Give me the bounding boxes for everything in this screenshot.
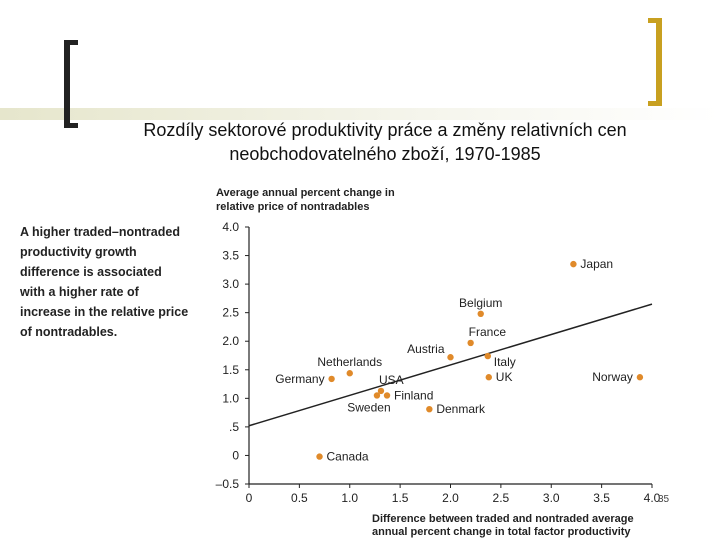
data-label-france: France bbox=[469, 325, 507, 339]
y-tick-label: .5 bbox=[229, 420, 239, 434]
data-label-denmark: Denmark bbox=[436, 402, 486, 416]
chart-annotation-note: A higher traded–nontraded productivity g… bbox=[20, 225, 189, 339]
data-point-norway bbox=[636, 374, 644, 381]
x-tick-label: 1.5 bbox=[392, 491, 409, 505]
x-tick-label: 3.5 bbox=[593, 491, 610, 505]
data-label-japan: Japan bbox=[580, 257, 613, 271]
x-axis-title: annual percent change in total factor pr… bbox=[372, 526, 631, 538]
data-point-belgium bbox=[477, 310, 484, 318]
x-tick-label: 0.5 bbox=[291, 491, 308, 505]
y-tick-label: 3.5 bbox=[222, 249, 239, 263]
x-tick-label: 3.0 bbox=[543, 491, 560, 505]
y-tick-label: 1.0 bbox=[222, 391, 239, 405]
y-tick-label: –0.5 bbox=[216, 477, 240, 491]
y-tick-label: 4.0 bbox=[222, 220, 239, 234]
data-label-netherlands: Netherlands bbox=[317, 355, 382, 369]
data-label-germany: Germany bbox=[275, 372, 324, 386]
x-axis-title: Difference between traded and nontraded … bbox=[372, 513, 634, 525]
data-label-canada: Canada bbox=[327, 450, 369, 464]
y-tick-label: 1.5 bbox=[222, 363, 239, 377]
x-tick-label: 2.0 bbox=[442, 491, 459, 505]
data-label-sweden: Sweden bbox=[347, 400, 390, 414]
data-label-finland: Finland bbox=[394, 388, 433, 402]
y-tick-label: 0 bbox=[232, 448, 239, 462]
x-tick-label: 2.5 bbox=[493, 491, 510, 505]
data-point-france bbox=[467, 339, 474, 347]
data-point-denmark bbox=[426, 405, 433, 413]
regression-line bbox=[248, 303, 653, 427]
left-bracket-decoration bbox=[64, 40, 78, 128]
y-tick-label: 2.5 bbox=[222, 306, 239, 320]
data-label-uk: UK bbox=[496, 370, 513, 384]
data-point-uk bbox=[485, 374, 492, 381]
data-label-italy: Italy bbox=[494, 355, 516, 369]
y-axis-title: relative price of nontradables bbox=[216, 201, 369, 213]
decorative-band bbox=[0, 108, 720, 120]
data-label-austria: Austria bbox=[407, 342, 445, 356]
data-point-usa bbox=[377, 387, 385, 395]
data-point-finland bbox=[383, 392, 391, 399]
y-axis-title: Average annual percent change in bbox=[216, 187, 395, 199]
data-point-austria bbox=[447, 354, 454, 361]
data-point-netherlands bbox=[346, 370, 353, 377]
x-tick-label: 4.0 bbox=[644, 491, 661, 505]
page-number: 35 bbox=[658, 494, 670, 505]
x-tick-label: 1.0 bbox=[341, 491, 358, 505]
data-point-germany bbox=[328, 375, 335, 383]
slide-title: Rozdíly sektorové produktivity práce a z… bbox=[143, 120, 627, 164]
data-label-norway: Norway bbox=[592, 370, 633, 384]
data-label-belgium: Belgium bbox=[459, 296, 502, 310]
data-point-japan bbox=[570, 260, 577, 268]
y-tick-label: 3.0 bbox=[222, 277, 239, 291]
data-point-canada bbox=[316, 453, 323, 460]
right-bracket-decoration bbox=[648, 18, 662, 106]
y-tick-label: 2.0 bbox=[222, 334, 239, 348]
data-label-usa: USA bbox=[379, 373, 404, 387]
data-point-italy bbox=[484, 352, 491, 360]
data-point-sweden bbox=[373, 392, 381, 399]
x-tick-label: 0 bbox=[246, 491, 253, 505]
